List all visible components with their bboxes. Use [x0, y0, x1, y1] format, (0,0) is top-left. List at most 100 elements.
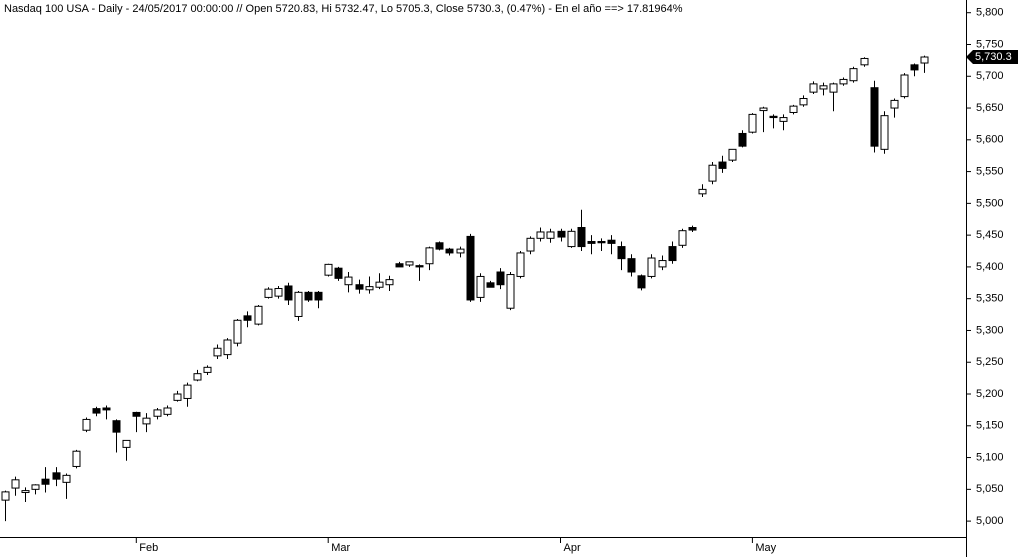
candle-body [526, 237, 535, 252]
candle-body [233, 319, 242, 344]
candle-body [264, 288, 273, 298]
candle-body [688, 227, 697, 231]
candle-body [193, 373, 202, 381]
candle-body [476, 275, 485, 298]
y-tick-label: 5,350 [976, 293, 1004, 305]
candle-body [132, 411, 141, 417]
candle-body [536, 231, 545, 239]
y-tick-label: 5,400 [976, 261, 1004, 273]
candle-body [577, 227, 586, 248]
candle-body [779, 117, 788, 122]
y-tick-label: 5,550 [976, 165, 1004, 177]
candle-body [759, 107, 768, 112]
candle-body [617, 246, 626, 260]
candle-body [809, 83, 818, 93]
candle-body [92, 408, 101, 414]
candle-body [587, 240, 596, 244]
candle-body [789, 105, 798, 113]
candle-body [506, 274, 515, 309]
candle-body [708, 164, 717, 182]
candle-body [748, 113, 757, 133]
y-tick-label: 5,200 [976, 388, 1004, 400]
candle-body [658, 260, 667, 268]
candle-body [456, 248, 465, 254]
y-tick-label: 5,700 [976, 70, 1004, 82]
x-tick-label: Apr [564, 542, 581, 554]
y-tick-label: 5,050 [976, 483, 1004, 495]
candle-body [668, 246, 677, 262]
candle-body [142, 417, 151, 425]
candle-body [82, 418, 91, 431]
candle-body [516, 252, 525, 277]
candle-body [607, 239, 616, 244]
candle-body [557, 230, 566, 238]
candle-body [647, 257, 656, 277]
candle-body [304, 291, 313, 301]
x-tick-label: Mar [331, 542, 350, 554]
candle-body [344, 276, 353, 286]
candle-body [365, 286, 374, 291]
candle-body [11, 479, 20, 489]
candle-body [627, 258, 636, 273]
y-tick-label: 5,250 [976, 356, 1004, 368]
candle-body [445, 248, 454, 254]
candle-body [486, 282, 495, 288]
y-tick-label: 5,000 [976, 515, 1004, 527]
candle-body [425, 247, 434, 265]
candle-body [324, 263, 333, 276]
candle-body [728, 148, 737, 161]
candle-body [1, 491, 10, 501]
candle-body [274, 288, 283, 297]
candle-body [890, 99, 899, 109]
candle-body [395, 263, 404, 268]
y-tick-label: 5,300 [976, 324, 1004, 336]
candle-body [546, 231, 555, 239]
candle-body [163, 407, 172, 415]
candle-body [637, 275, 646, 289]
candle-body [122, 439, 131, 448]
y-tick-label: 5,750 [976, 38, 1004, 50]
candle-body [203, 366, 212, 373]
candle-body [870, 87, 879, 147]
x-tick-label: Feb [139, 542, 158, 554]
candle-body [223, 339, 232, 356]
candle-body [243, 315, 252, 321]
candle-body [112, 420, 121, 433]
y-tick-label: 5,800 [976, 7, 1004, 19]
x-tick-label: May [755, 542, 776, 554]
candle-body [375, 281, 384, 288]
candle-body [819, 85, 828, 90]
candle-body [597, 240, 606, 244]
candle-body [102, 407, 111, 411]
y-tick-label: 5,100 [976, 451, 1004, 463]
y-tick-label: 5,500 [976, 197, 1004, 209]
candle-body [839, 78, 848, 85]
candle-body [41, 478, 50, 485]
y-tick-label: 5,150 [976, 420, 1004, 432]
candle-body [294, 291, 303, 317]
candle-body [698, 188, 707, 195]
candle-body [21, 490, 30, 494]
last-price-tag [966, 50, 1018, 65]
y-tick-label: 5,600 [976, 134, 1004, 146]
candle-body [769, 115, 778, 119]
candle-body [860, 57, 869, 66]
candle-body [254, 305, 263, 325]
candle-body [567, 230, 576, 248]
candle-body [678, 230, 687, 246]
candle-body [183, 384, 192, 399]
candle-body [334, 267, 343, 279]
candle-body [72, 450, 81, 467]
y-tick-label: 5,650 [976, 102, 1004, 114]
candle-body [385, 279, 394, 286]
candle-body [284, 285, 293, 301]
candle-body [849, 68, 858, 82]
candle-body [213, 347, 222, 357]
chart-title: Nasdaq 100 USA - Daily - 24/05/2017 00:0… [4, 3, 683, 15]
candle-body [62, 474, 71, 483]
candle-body [466, 235, 475, 301]
candle-body [799, 98, 808, 106]
candle-body [52, 472, 61, 480]
